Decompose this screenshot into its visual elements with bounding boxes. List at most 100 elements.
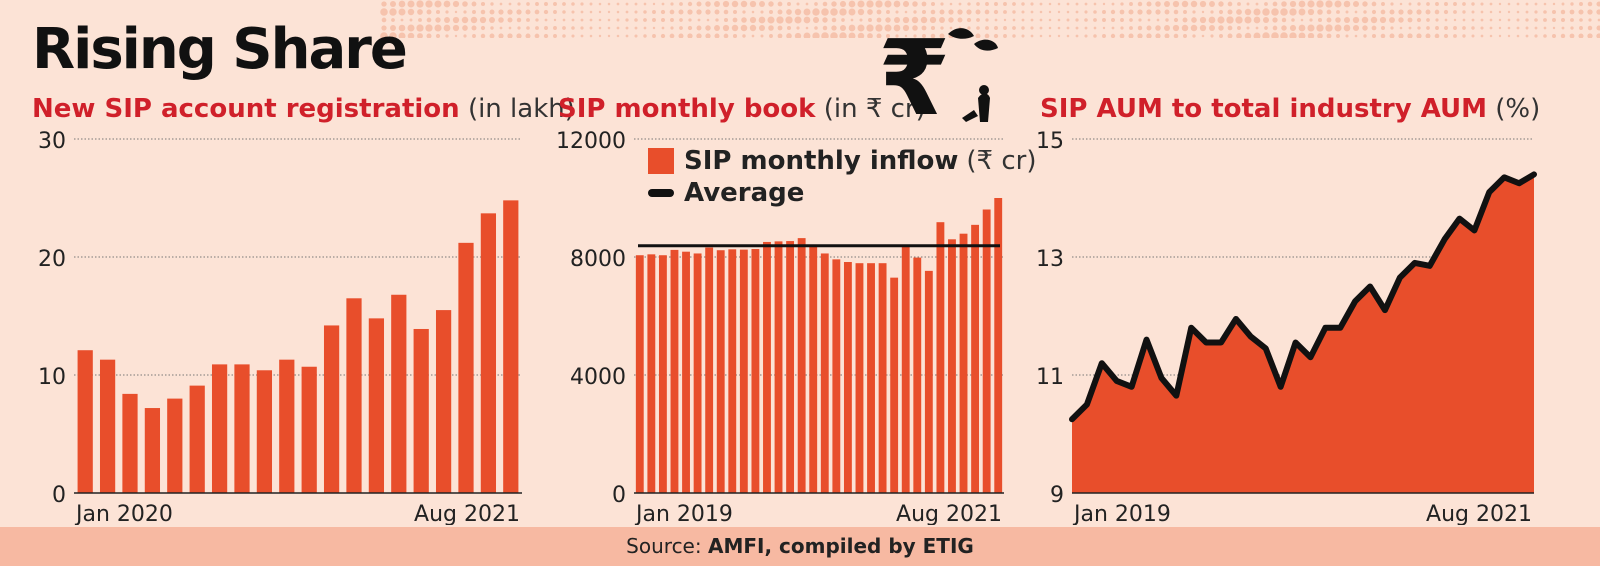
- decor-dot: [839, 24, 847, 32]
- decor-dot: [1137, 1, 1143, 7]
- decor-dot: [886, 10, 890, 14]
- decor-dot: [1218, 1, 1224, 7]
- decor-dot: [652, 2, 656, 6]
- decor-dot: [1093, 18, 1097, 22]
- decor-dot: [893, 24, 901, 32]
- decor-dot: [1525, 34, 1529, 38]
- decor-dot: [831, 17, 837, 23]
- decor-dot: [526, 18, 530, 22]
- decor-dot: [670, 26, 674, 30]
- bar: [658, 255, 667, 493]
- bar: [435, 310, 452, 493]
- decor-dot: [508, 26, 512, 30]
- decor-dot: [1560, 33, 1566, 38]
- bar: [786, 241, 795, 493]
- decor-dot: [1480, 2, 1484, 6]
- bar: [774, 241, 783, 493]
- decor-dot: [589, 2, 593, 6]
- decor-dot: [1226, 16, 1234, 24]
- decor-dot: [1362, 25, 1368, 31]
- decor-dot: [776, 16, 784, 24]
- decor-dot: [1398, 17, 1404, 23]
- decor-dot: [794, 16, 802, 24]
- decor-dot: [543, 33, 549, 38]
- decor-dot: [1190, 24, 1198, 32]
- decor-dot: [687, 9, 693, 15]
- decor-dot: [921, 9, 927, 15]
- decor-dot: [580, 34, 584, 38]
- decor-dot: [1587, 25, 1593, 31]
- decor-dot: [1236, 9, 1242, 15]
- decor-dot: [1317, 33, 1323, 38]
- x-tick-label-end: Aug 2021: [414, 502, 520, 525]
- decor-dot: [1201, 34, 1205, 38]
- decor-dot: [1398, 9, 1404, 15]
- decor-dot: [958, 2, 962, 6]
- charts-canvas: 0 10 20 30 Jan 2020 Aug 2021 0 4000 8000 12000 Jan…: [38, 129, 1537, 525]
- decor-dot: [741, 17, 747, 23]
- decor-dot: [1407, 33, 1413, 38]
- decor-dot: [1281, 25, 1287, 31]
- decor-dot: [866, 24, 874, 32]
- decor-dot: [706, 18, 710, 22]
- decor-dot: [1137, 9, 1143, 15]
- decor-dot: [1498, 26, 1502, 30]
- decor-dot: [1146, 9, 1152, 15]
- decor-dot: [1111, 2, 1115, 6]
- bar: [924, 270, 933, 493]
- decor-dot: [1444, 18, 1448, 22]
- decor-dot: [1021, 2, 1025, 6]
- decor-dot: [480, 1, 486, 7]
- decor-dot: [885, 33, 891, 38]
- decor-dot: [985, 18, 989, 22]
- bar: [832, 259, 841, 493]
- decor-dot: [499, 2, 503, 6]
- decor-dot: [715, 18, 719, 22]
- decor-dot: [1570, 26, 1574, 30]
- decor-dot: [634, 18, 638, 22]
- decor-dot: [452, 0, 460, 8]
- decor-dot: [1307, 8, 1315, 16]
- decor-dot: [652, 18, 656, 22]
- decor-dot: [966, 17, 972, 23]
- decor-dot: [1075, 18, 1079, 22]
- bar: [751, 249, 760, 493]
- decor-dot: [489, 33, 495, 38]
- decor-dot: [1399, 2, 1403, 6]
- decor-dot: [939, 17, 945, 23]
- decor-dot: [1246, 2, 1250, 6]
- decor-dot: [1408, 26, 1412, 30]
- decor-dot: [1426, 2, 1430, 6]
- decor-dot: [381, 17, 387, 23]
- decor-dot: [443, 24, 451, 32]
- decor-dot: [643, 18, 647, 22]
- decor-dot: [409, 18, 413, 22]
- decor-dot: [1352, 16, 1360, 24]
- decor-dot: [398, 24, 406, 32]
- decor-dot: [839, 32, 847, 38]
- decor-dot: [714, 25, 720, 31]
- decor-dot: [732, 17, 738, 23]
- decor-dot: [1543, 10, 1547, 14]
- decor-dot: [1596, 25, 1600, 31]
- decor-dot: [1596, 9, 1600, 15]
- decor-dot: [516, 9, 522, 15]
- decor-dot: [407, 0, 415, 8]
- decor-dot: [571, 2, 575, 6]
- decor-dot: [723, 9, 729, 15]
- decor-dot: [607, 18, 611, 22]
- decor-dot: [507, 9, 513, 15]
- decor-dot: [984, 9, 990, 15]
- decor-dot: [1262, 8, 1270, 16]
- decor-dot: [461, 16, 469, 24]
- decor-dot: [679, 18, 683, 22]
- decor-dot: [1363, 34, 1367, 38]
- bar: [391, 294, 407, 493]
- bar: [843, 262, 852, 493]
- decor-dot: [722, 0, 730, 8]
- decor-dot: [975, 9, 981, 15]
- decor-dot: [1579, 26, 1583, 30]
- decor-dot: [1588, 18, 1592, 22]
- panel-title-monthly-book: SIP monthly book (in ₹ cr): [558, 94, 926, 125]
- decor-dot: [1480, 26, 1484, 30]
